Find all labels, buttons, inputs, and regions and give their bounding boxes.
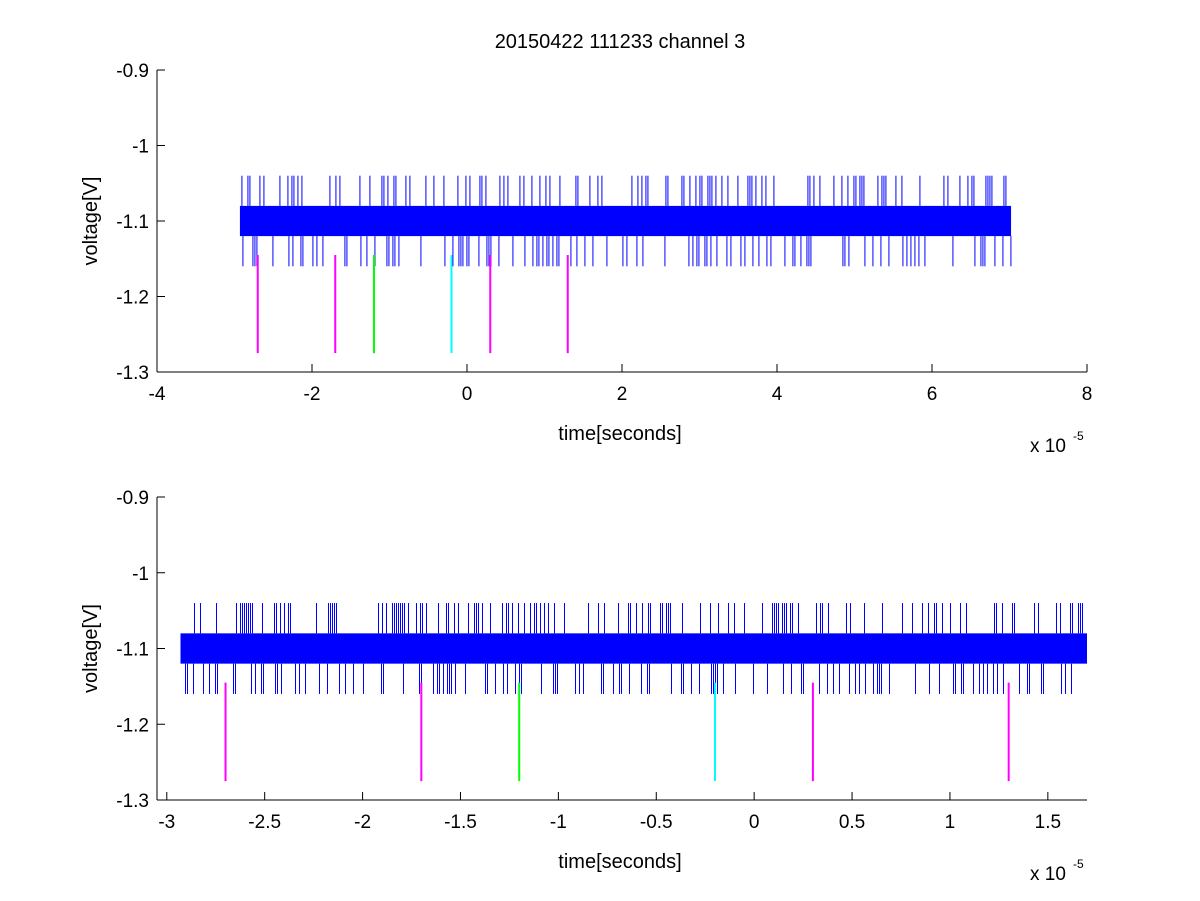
y-axis-label: voltage[V] bbox=[80, 604, 102, 693]
x-tick-label: -3 bbox=[158, 812, 175, 833]
figure-title: 20150422 111233 channel 3 bbox=[495, 31, 746, 53]
x-tick-label: -1.5 bbox=[444, 812, 477, 833]
x-axis-label: time[seconds] bbox=[558, 423, 681, 445]
y-tick-label: -1.3 bbox=[116, 791, 149, 812]
signal-trace bbox=[180, 603, 1087, 694]
x-tick-label: -2 bbox=[354, 812, 371, 833]
top-plot: -4 -2 0 2 4 6 8 -1.3 -1.2 -1.1 -1 -0.9 time[seconds]… bbox=[80, 61, 1092, 457]
signal-band bbox=[239, 205, 1012, 237]
y-tick-label: -1 bbox=[132, 564, 149, 585]
x-tick-label: -1 bbox=[550, 812, 567, 833]
x-axis-label: time[seconds] bbox=[558, 851, 681, 873]
y-tick-label: -1.2 bbox=[116, 715, 149, 736]
x-tick-label: 6 bbox=[927, 384, 938, 405]
x-tick-label: 1.5 bbox=[1035, 812, 1061, 833]
y-tick-label: -1.1 bbox=[116, 212, 149, 233]
x-tick-label: 0 bbox=[749, 812, 760, 833]
x-tick-label: 1 bbox=[945, 812, 956, 833]
x-tick-label: -0.5 bbox=[640, 812, 673, 833]
y-tick-label: -0.9 bbox=[116, 61, 149, 82]
x-tick-label: 8 bbox=[1082, 384, 1093, 405]
x-tick-label: -2.5 bbox=[248, 812, 281, 833]
x-tick-label: 0.5 bbox=[839, 812, 865, 833]
bottom-plot: -3 -2.5 -2 -1.5 -1 -0.5 0 0.5 1 1.5 -1.3 -1.2 -1.1 -1… bbox=[80, 488, 1087, 885]
y-tick-label: -0.9 bbox=[116, 488, 149, 509]
y-tick-label: -1.1 bbox=[116, 640, 149, 661]
x-tick-label: -4 bbox=[149, 384, 166, 405]
x-exponent-label: x 10 bbox=[1030, 436, 1066, 457]
x-exponent-superscript: -5 bbox=[1073, 429, 1084, 443]
signal-trace bbox=[239, 175, 1012, 267]
x-tick-label: -2 bbox=[304, 384, 321, 405]
signal-band bbox=[180, 633, 1087, 664]
x-exponent-label: x 10 bbox=[1030, 864, 1066, 885]
x-exponent-superscript: -5 bbox=[1073, 857, 1084, 871]
x-tick-label: 4 bbox=[772, 384, 783, 405]
x-tick-label: 2 bbox=[617, 384, 628, 405]
y-tick-label: -1 bbox=[132, 137, 149, 158]
y-axis-label: voltage[V] bbox=[80, 177, 102, 266]
y-tick-label: -1.3 bbox=[116, 363, 149, 384]
y-tick-label: -1.2 bbox=[116, 288, 149, 309]
x-tick-label: 0 bbox=[462, 384, 473, 405]
